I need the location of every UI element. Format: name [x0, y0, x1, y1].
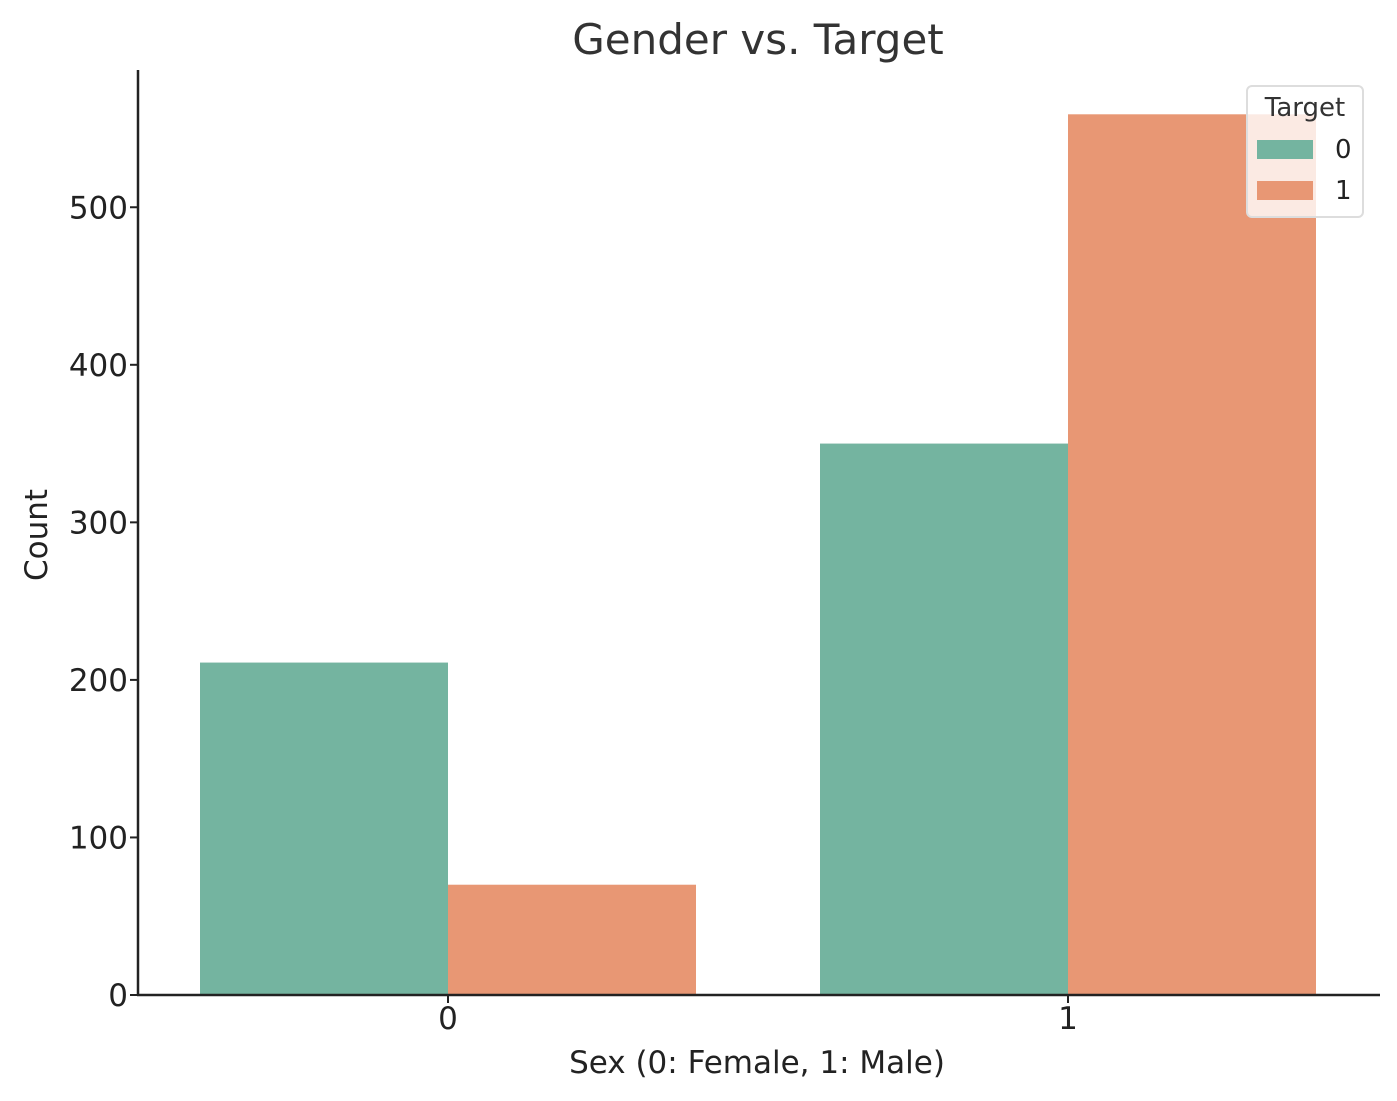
legend-swatch-1	[1257, 181, 1313, 200]
y-tick-label: 500	[69, 190, 128, 226]
bar-sex-0-target-0	[200, 662, 448, 995]
bar-sex-1-target-0	[820, 443, 1068, 995]
y-tick-label: 400	[69, 348, 128, 384]
y-tick-label: 0	[108, 978, 128, 1014]
y-axis-label: Count	[19, 489, 55, 581]
x-tick-label: 1	[1058, 1001, 1078, 1037]
legend: Target 01	[1246, 85, 1364, 218]
chart-title: Gender vs. Target	[572, 15, 944, 64]
legend-items: 01	[1257, 135, 1352, 206]
y-tick-label: 200	[69, 663, 128, 699]
legend-label-1: 1	[1335, 176, 1352, 206]
y-tick-label: 300	[69, 505, 128, 541]
bars-group	[200, 114, 1316, 995]
legend-label-0: 0	[1335, 135, 1352, 165]
x-axis-label: Sex (0: Female, 1: Male)	[569, 1045, 945, 1081]
legend-swatch-0	[1257, 140, 1313, 159]
y-axis-ticks: 0 100 200 300 400 500	[69, 190, 138, 1014]
x-tick-label: 0	[438, 1001, 458, 1037]
legend-title: Target	[1264, 93, 1345, 123]
bar-sex-1-target-1	[1068, 114, 1316, 995]
y-tick-label: 100	[69, 820, 128, 856]
bar-sex-0-target-1	[448, 884, 696, 995]
